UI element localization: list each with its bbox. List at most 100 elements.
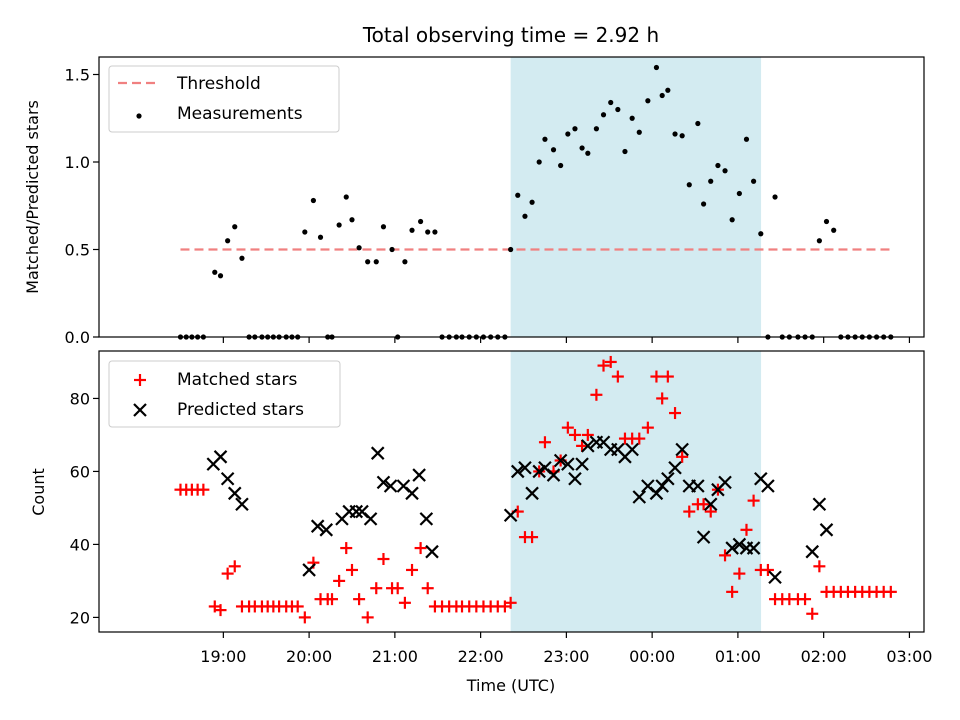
matched-star-point (538, 436, 551, 449)
measurement-point (302, 229, 308, 235)
chart-title: Total observing time = 2.92 h (362, 23, 659, 47)
measurement-point (356, 245, 362, 251)
top-plot-frame (98, 56, 925, 338)
measurement-point (542, 136, 548, 142)
matched-star-point (298, 611, 311, 624)
bottom-y-axis: 20 40 60 80 (70, 389, 99, 627)
predicted-star-point (812, 497, 827, 512)
x-tick-label: 22:00 (458, 647, 504, 666)
top-legend-box (108, 65, 340, 133)
matched-star-point (414, 542, 427, 555)
measurement-point (239, 255, 245, 261)
x-axis-label: Time (UTC) (466, 676, 555, 695)
measurement-point (212, 269, 218, 275)
measurement-point (389, 246, 395, 253)
predicted-legend-swatch (133, 403, 147, 417)
measurement-point (816, 238, 822, 244)
matched-star-point (806, 607, 819, 620)
matched-star-point (813, 560, 826, 573)
predicted-star-point (691, 479, 705, 493)
predicted-star-point (746, 541, 761, 555)
matched-star-point (683, 505, 696, 518)
matched-star-point (228, 560, 241, 573)
measurement-point (343, 194, 349, 200)
matched-star-point (719, 549, 732, 562)
top-legend: Threshold Measurements (108, 65, 340, 133)
matched-star-point (884, 585, 897, 598)
measurement-point (636, 129, 642, 135)
measurement-point (679, 133, 685, 139)
measurement-point (750, 178, 757, 184)
matched-stars-series (174, 355, 897, 624)
predicted-star-point (561, 457, 575, 471)
top-panel: 0.0 0.5 1.0 1.5 Matched/Predicted stars Thr… (23, 56, 925, 347)
matched-star-point (733, 567, 746, 580)
measurement-point (536, 159, 542, 165)
top-y-axis: 0.0 0.5 1.0 1.5 (65, 66, 99, 347)
measurement-point (645, 98, 651, 104)
measurement-point (432, 229, 438, 235)
x-tick-label: 02:00 (801, 647, 847, 666)
y-tick-label: 60 (70, 462, 90, 481)
matched-legend-label: Matched stars (177, 370, 297, 390)
predicted-star-point (425, 544, 439, 559)
measurement-point (373, 259, 379, 265)
predicted-star-point (703, 497, 718, 512)
predicted-star-point (718, 475, 732, 490)
matched-star-point (697, 498, 710, 511)
measurement-point (579, 145, 585, 151)
predicted-star-point (518, 461, 532, 475)
predicted-star-point (768, 570, 782, 585)
predicted-star-point (349, 504, 364, 519)
bottom-legend-box (108, 360, 341, 428)
measurement-point (409, 227, 415, 233)
matched-star-point (353, 593, 366, 606)
predicted-star-point (503, 508, 518, 522)
matched-star-point (676, 450, 689, 463)
predicted-star-point (805, 544, 820, 559)
measurement-point (565, 131, 571, 137)
predicted-star-point (383, 479, 398, 493)
bottom-plot-frame (98, 350, 925, 633)
predicted-star-point (568, 471, 582, 486)
x-tick-label: 01:00 (715, 647, 761, 666)
matched-star-point (661, 370, 674, 383)
matched-star-point (214, 604, 227, 617)
predicted-star-point (405, 486, 419, 501)
matched-star-point (561, 421, 574, 434)
measurement-point (608, 99, 614, 106)
predicted-star-point (376, 475, 391, 490)
matched-star-point (221, 567, 234, 580)
matched-star-point (568, 428, 581, 441)
x-tick-label: 03:00 (886, 647, 932, 666)
top-x-ticks (222, 337, 911, 343)
bottom-y-axis-label: Count (29, 468, 48, 516)
matched-star-point (597, 359, 610, 372)
predicted-star-point (732, 537, 747, 552)
matched-star-point (504, 596, 517, 609)
matched-star-point (650, 370, 663, 383)
measurement-point (593, 126, 600, 132)
measurement-point (380, 224, 387, 230)
matched-star-point (669, 407, 682, 420)
predicted-star-point (668, 461, 682, 475)
predicted-star-point (581, 439, 595, 453)
measurements-legend-label: Measurements (177, 104, 303, 124)
predicted-star-point (220, 471, 235, 486)
measurement-point (529, 199, 535, 205)
predicted-star-point (319, 523, 334, 537)
measurement-point (622, 148, 628, 155)
matched-star-point (576, 439, 589, 452)
x-tick-label: 23:00 (543, 647, 589, 666)
measurement-point (653, 64, 660, 71)
predicted-star-point (725, 541, 739, 555)
measurement-point (695, 120, 701, 127)
measurement-point (217, 273, 224, 279)
predicted-star-point (625, 442, 639, 457)
measurement-point (402, 259, 408, 265)
measurement-point (336, 222, 342, 228)
y-tick-label: 20 (70, 608, 90, 627)
matched-star-point (704, 505, 717, 518)
matched-star-point (398, 596, 411, 609)
predicted-star-point (696, 530, 711, 544)
